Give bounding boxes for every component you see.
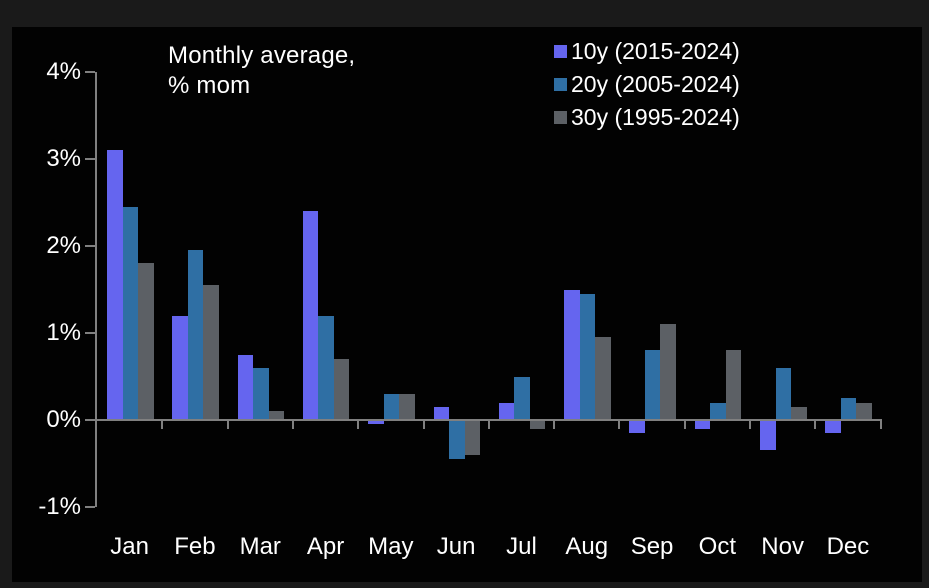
legend-item-1: 20y (2005-2024) — [554, 72, 740, 97]
bar-feb-30y — [203, 285, 219, 420]
y-axis-tick — [85, 158, 95, 160]
x-axis-label-mar: Mar — [239, 533, 281, 560]
y-axis-tick — [85, 71, 95, 73]
y-axis-label: 3% — [46, 145, 81, 172]
y-axis-tick — [85, 245, 95, 247]
y-axis-label: 2% — [46, 232, 81, 259]
x-axis-label-nov: Nov — [761, 533, 804, 560]
legend-item-0: 10y (2015-2024) — [554, 39, 740, 64]
bar-apr-20y — [318, 315, 334, 420]
x-axis-label-jun: Jun — [436, 533, 476, 560]
legend: 10y (2015-2024) 20y (2005-2024) 30y (1995-… — [554, 39, 740, 138]
y-axis-label: 4% — [46, 58, 81, 85]
bar-feb-10y — [172, 315, 188, 420]
bar-apr-10y — [302, 211, 319, 420]
bar-oct-10y — [694, 420, 711, 429]
bar-oct-30y — [725, 350, 742, 420]
x-axis-label-oct: Oct — [698, 533, 737, 560]
x-axis-tick — [879, 421, 882, 429]
bar-feb-20y — [187, 250, 204, 420]
x-axis-label-aug: Aug — [565, 533, 609, 560]
x-axis-tick — [618, 421, 621, 429]
y-axis-tick — [85, 419, 95, 421]
x-axis-tick — [683, 421, 686, 429]
x-axis-label-jan: Jan — [110, 533, 149, 560]
x-axis-tick — [814, 421, 817, 429]
y-axis-tick — [85, 332, 95, 334]
y-axis-tick — [85, 506, 95, 508]
bar-aug-10y — [564, 289, 580, 420]
y-axis-line — [95, 72, 97, 507]
x-axis-tick — [422, 421, 425, 429]
bar-sep-10y — [629, 420, 645, 434]
bar-mar-30y — [268, 411, 285, 420]
x-axis-tick — [291, 421, 294, 429]
chart-title: Monthly average, % mom — [168, 41, 355, 101]
legend-swatch-icon — [554, 45, 567, 58]
bar-sep-30y — [660, 324, 676, 420]
x-axis-tick — [553, 421, 556, 429]
y-axis-label: 0% — [46, 406, 81, 433]
chart-title-line2: % mom — [168, 72, 251, 99]
x-axis-tick — [749, 421, 751, 429]
bar-jul-10y — [498, 402, 515, 420]
x-axis-label-feb: Feb — [174, 533, 216, 560]
y-axis-label: 1% — [46, 319, 81, 346]
chart-title-line1: Monthly average, — [168, 42, 356, 69]
bar-jul-20y — [514, 376, 530, 420]
bar-jun-20y — [449, 420, 465, 460]
bar-may-30y — [399, 393, 415, 420]
legend-label: 30y (1995-2024) — [571, 104, 740, 130]
bar-sep-20y — [644, 350, 661, 420]
x-axis-tick — [487, 421, 490, 429]
bar-mar-10y — [237, 354, 254, 420]
legend-item-2: 30y (1995-2024) — [554, 105, 740, 130]
legend-swatch-icon — [554, 78, 567, 91]
bar-oct-20y — [710, 402, 726, 420]
bar-nov-10y — [760, 420, 776, 451]
y-axis-label: -1% — [38, 493, 81, 520]
bar-jan-30y — [138, 263, 154, 420]
bar-jul-30y — [529, 420, 546, 429]
bar-dec-10y — [825, 420, 841, 434]
x-axis-label-jul: Jul — [506, 533, 537, 560]
bar-jan-10y — [107, 150, 123, 420]
bar-mar-20y — [253, 367, 269, 420]
bar-dec-30y — [856, 402, 872, 420]
bar-aug-20y — [579, 293, 596, 420]
x-axis-label-sep: Sep — [630, 533, 674, 560]
legend-label: 10y (2015-2024) — [571, 38, 740, 64]
x-axis-label-may: May — [368, 533, 414, 560]
x-axis-tick — [226, 421, 229, 429]
bar-aug-30y — [595, 337, 611, 420]
bar-jun-30y — [464, 420, 480, 455]
bar-may-20y — [383, 393, 400, 420]
bar-dec-20y — [840, 398, 857, 420]
bar-apr-30y — [333, 359, 350, 420]
legend-swatch-icon — [554, 111, 567, 124]
bar-may-10y — [368, 420, 384, 425]
bar-nov-30y — [791, 406, 807, 420]
bar-jan-20y — [122, 206, 138, 420]
x-axis-line — [95, 419, 882, 421]
chart-panel: 4% 3% 2% 1% 0% -1% Jan Feb Mar Apr May Jun Jul Aug Sep… — [12, 27, 922, 582]
plot-area: 4% 3% 2% 1% 0% -1% Jan Feb Mar Apr May Jun Jul Aug Sep… — [12, 27, 922, 582]
x-axis-tick — [161, 421, 164, 429]
bar-jun-10y — [433, 406, 449, 420]
x-axis-label-dec: Dec — [826, 533, 870, 560]
x-axis-tick — [357, 421, 360, 429]
x-axis-label-apr: Apr — [306, 533, 345, 560]
legend-label: 20y (2005-2024) — [571, 71, 740, 97]
bar-nov-20y — [775, 367, 791, 420]
